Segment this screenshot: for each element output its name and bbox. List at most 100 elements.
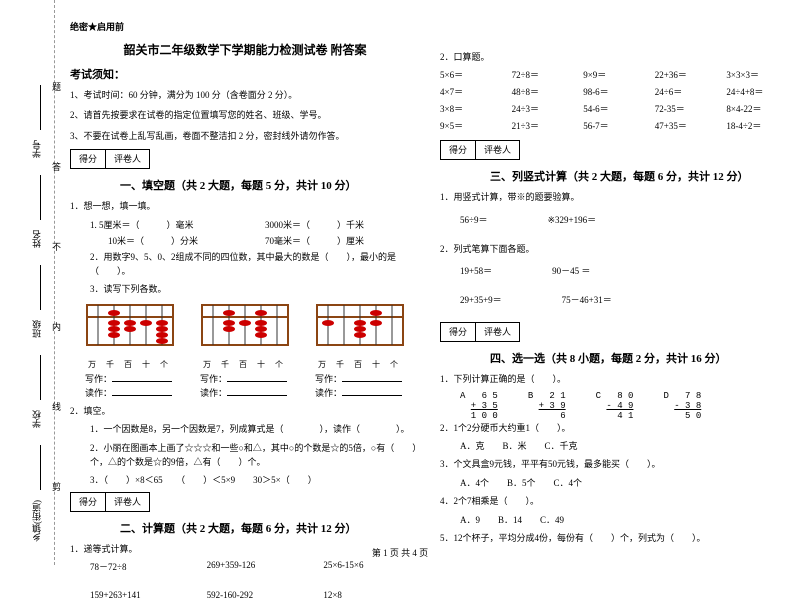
abacus-label: 万 千 百 十 个 — [200, 359, 290, 370]
mental-item: 24÷3＝ — [512, 102, 576, 115]
choice-q3: 3．个文具盒9元钱，平平有50元钱，最多能买（ ）。 — [440, 457, 790, 471]
read-label: 读作： — [85, 386, 112, 396]
q1-row1: 1. 5厘米＝（ ）毫米 3000米＝（ ）千米 — [90, 218, 420, 231]
calc-item: 592-160-292 — [207, 590, 304, 600]
mental-item: 9×5＝ — [440, 119, 504, 132]
q2-r1: 1．一个因数是8，另一个因数是7，列成算式是（ ），读作（ ）。 — [90, 422, 420, 436]
grader-header: 评卷人 — [106, 150, 149, 168]
q2-title: 2．填空。 — [70, 404, 420, 418]
bind-field-township: 乡镇(街道) — [30, 500, 43, 542]
score-box: 得分 评卷人 — [440, 322, 520, 342]
write-blank — [112, 372, 172, 382]
bind-char: 剪 — [52, 480, 61, 493]
vert-item: ※329+196＝ — [547, 213, 596, 226]
calc-item: 159+263+141 — [90, 590, 187, 600]
vert1-row: 56÷9＝ ※329+196＝ — [460, 213, 790, 226]
choice-q4: 4．2个7相乘是（ ）。 — [440, 494, 790, 508]
mental-item: 22+36＝ — [655, 68, 719, 81]
mental-item: 47+35＝ — [655, 119, 719, 132]
vert1-title: 1．用竖式计算，带※的题要验算。 — [440, 190, 790, 204]
vert-item: 19+58＝ — [460, 264, 492, 277]
choice-a: A 6 5+ 3 51 0 0 — [460, 391, 498, 421]
q1-row2: 10米＝（ ）分米 70毫米＝（ ）厘米 — [90, 234, 420, 247]
abacus-2: 万 千 百 十 个 写作： 读作： — [200, 303, 290, 398]
mental-item: 4×7＝ — [440, 85, 504, 98]
score-header: 得分 — [71, 493, 106, 511]
notice-title: 考试须知： — [70, 66, 420, 82]
vert2-title: 2．列式笔算下面各题。 — [440, 242, 790, 256]
exam-page: 绝密★启用前 韶关市二年级数学下学期能力检测试卷 附答案 考试须知： 1、考试时… — [70, 20, 790, 603]
write-blank — [342, 372, 402, 382]
write-blank — [227, 372, 287, 382]
bind-char: 题 — [52, 80, 61, 93]
binding-column: 乡镇(街道) 学校 班级 姓名 学号 剪 线 内 不 答 题 — [0, 0, 55, 565]
mental-item: 21÷3＝ — [512, 119, 576, 132]
abacus-svg — [85, 303, 175, 358]
bind-field-name: 姓名 — [30, 230, 43, 248]
abacus-svg — [200, 303, 290, 358]
q2-r3: 3．（ ）×8＜65 （ ）＜5×9 30＞5×（ ） — [90, 473, 420, 487]
write-label: 写作： — [200, 372, 227, 382]
abacus-label: 万 千 百 十 个 — [315, 359, 405, 370]
section-1-title: 一、填空题（共 2 大题，每题 5 分，共计 10 分） — [120, 177, 420, 193]
notice-2: 2、请首先按要求在试卷的指定位置填写您的姓名、班级、学号。 — [70, 108, 420, 122]
section-2-title: 二、计算题（共 2 大题，每题 6 分，共计 12 分） — [120, 520, 420, 536]
read-label: 读作： — [200, 386, 227, 396]
choice-c: C 8 0- 4 94 1 — [596, 391, 634, 421]
vert-item: 90－45 ＝ — [552, 264, 590, 277]
bind-char: 内 — [52, 320, 61, 333]
q1-r1a: 1. 5厘米＝（ ）毫米 — [90, 218, 245, 231]
q1-r4: 3．读写下列各数。 — [90, 282, 420, 296]
bind-char: 答 — [52, 160, 61, 173]
calc1-row1: 78－72÷8 269+359-126 25×6-15×6 — [90, 560, 420, 573]
score-box: 得分 评卷人 — [70, 492, 150, 512]
vert-item: 29+35+9＝ — [460, 293, 502, 306]
bind-field-class: 班级 — [30, 320, 43, 338]
bind-line — [40, 355, 41, 400]
mental-item: 5×6＝ — [440, 68, 504, 81]
secret-mark: 绝密★启用前 — [70, 20, 420, 33]
q1-r2a: 10米＝（ ）分米 — [90, 234, 245, 247]
read-blank — [112, 386, 172, 396]
section-3-title: 三、列竖式计算（共 2 大题，每题 6 分，共计 12 分） — [490, 168, 790, 184]
abacus-1: 万 千 百 十 个 写作： 读作： — [85, 303, 175, 398]
write-label: 写作： — [315, 372, 342, 382]
q1-title: 1．想一想，填一填。 — [70, 199, 420, 213]
abacus-row: 万 千 百 十 个 写作： 读作： — [70, 303, 420, 398]
calc2-title: 2．口算题。 — [440, 50, 790, 64]
mental-item: 24÷6＝ — [655, 85, 719, 98]
mental-item: 56-7＝ — [583, 119, 647, 132]
vert-item: 75－46+31＝ — [562, 293, 612, 306]
abacus-label: 万 千 百 十 个 — [85, 359, 175, 370]
mental-item: 98-6＝ — [583, 85, 647, 98]
calc-item: 269+359-126 — [207, 560, 304, 573]
choice-q4o: A．9 B．14 C．49 — [460, 513, 790, 527]
mental-item: 72÷8＝ — [512, 68, 576, 81]
bind-line — [40, 265, 41, 310]
choice-d: D 7 8- 3 85 0 — [663, 391, 701, 421]
choice-q2: 2．1个2分硬币大约重1（ ）。 — [440, 421, 790, 435]
vert-item: 56÷9＝ — [460, 213, 487, 226]
abacus-3: 万 千 百 十 个 写作： 读作： — [315, 303, 405, 398]
bind-line — [40, 85, 41, 130]
mental-item: 48÷8＝ — [512, 85, 576, 98]
notice-1: 1、考试时间：60 分钟，满分为 100 分（含卷面分 2 分）。 — [70, 88, 420, 102]
page-footer: 第 1 页 共 4 页 — [0, 546, 800, 559]
choice-q1: 1．下列计算正确的是（ ）。 — [440, 372, 790, 386]
choice-q2o: A．克 B．米 C．千克 — [460, 439, 790, 453]
mental-item: 9×9＝ — [583, 68, 647, 81]
bind-line — [40, 445, 41, 490]
left-column: 绝密★启用前 韶关市二年级数学下学期能力检测试卷 附答案 考试须知： 1、考试时… — [70, 20, 420, 603]
choice-q3o: A．4个 B．5个 C．4个 — [460, 476, 790, 490]
grader-header: 评卷人 — [106, 493, 149, 511]
read-blank — [227, 386, 287, 396]
mental-item: 54-6＝ — [583, 102, 647, 115]
calc-item: 78－72÷8 — [90, 560, 187, 573]
read-label: 读作： — [315, 386, 342, 396]
q1-r2b: 70毫米＝（ ）厘米 — [265, 234, 420, 247]
score-header: 得分 — [71, 150, 106, 168]
abacus-svg — [315, 303, 405, 358]
choice-b: B 2 1+ 3 96 — [528, 391, 566, 421]
exam-title: 韶关市二年级数学下学期能力检测试卷 附答案 — [70, 41, 420, 58]
bind-line — [40, 175, 41, 220]
